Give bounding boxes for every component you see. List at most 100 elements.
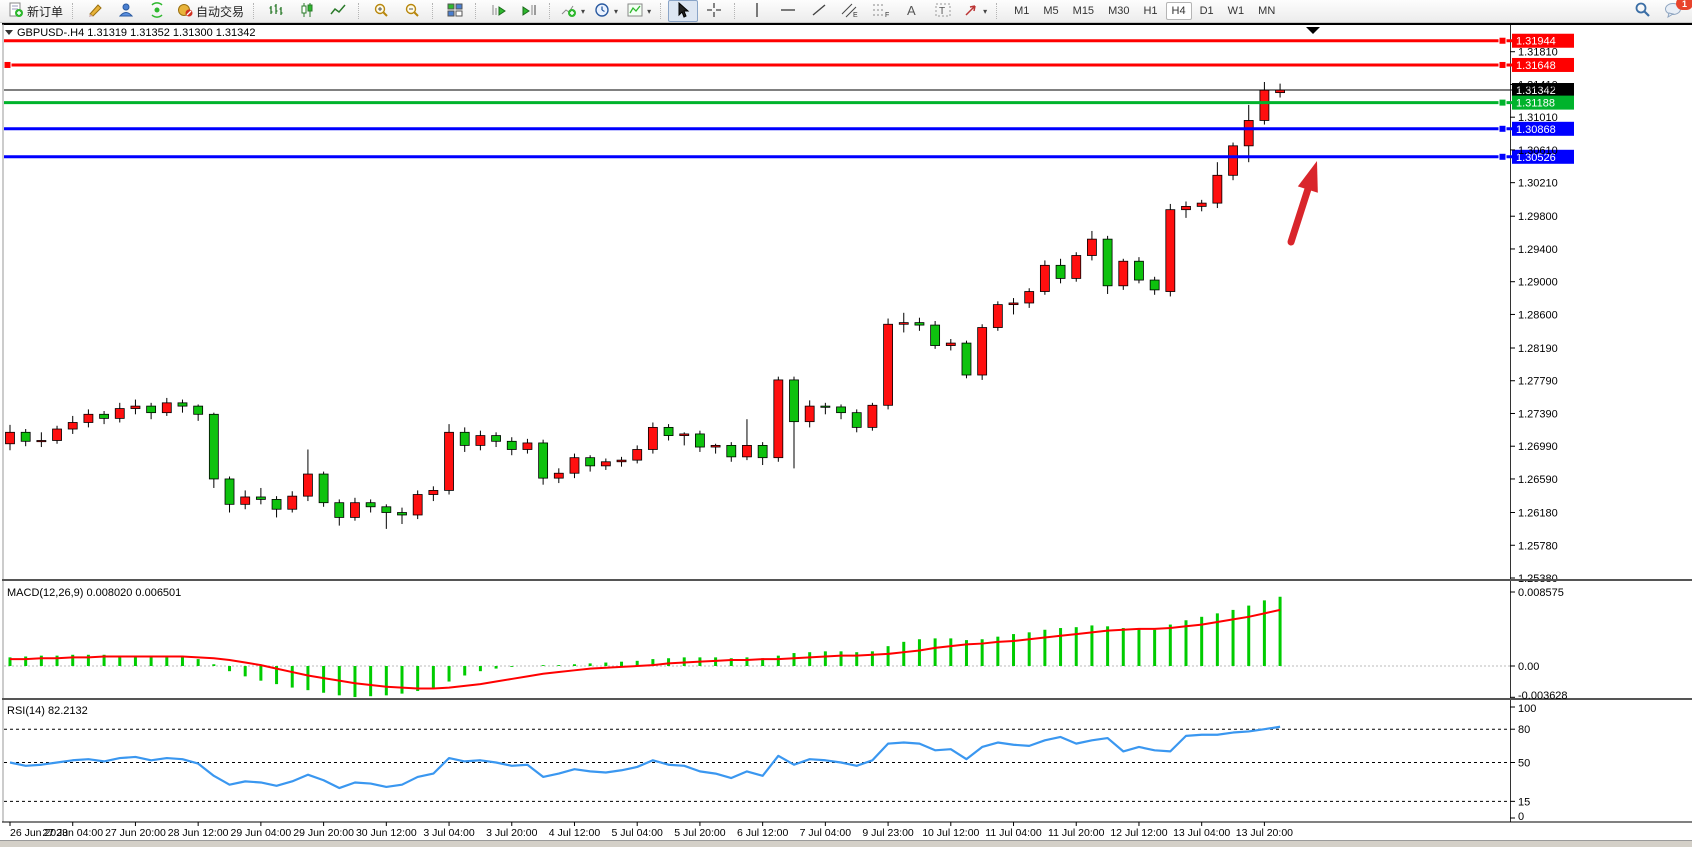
annotation-arrow-head[interactable] [1297,161,1318,193]
hline-1.30868[interactable]: 1.30868 [4,121,1574,136]
indicators-button[interactable]: ▾ [557,0,589,22]
horizontal-line-tool-button[interactable] [773,0,803,22]
candle [224,476,235,513]
candle [820,402,831,415]
text-tool-button[interactable]: A [897,0,927,22]
candle [20,429,31,447]
candle-body [647,426,658,450]
candle [695,430,705,452]
candle-body [475,435,486,446]
arrow-tool-icon [963,2,979,21]
candle-body [616,459,627,463]
timeframe-M15[interactable]: M15 [1072,5,1095,17]
zoom-out-button[interactable] [397,0,427,22]
candle-body [318,473,329,504]
candle [600,458,611,470]
symbol-dropdown-icon[interactable] [5,30,13,35]
candle-body [1165,209,1176,292]
annotation-arrow-shaft[interactable] [1287,180,1314,246]
toolbar-separator [549,3,552,19]
hline-price-tag-text: 1.31944 [1516,36,1556,48]
candle-body [208,413,219,480]
timeframe-W1[interactable]: W1 [1227,5,1245,17]
candle-body [1118,260,1129,287]
text-a-icon: A [905,2,919,21]
hline-left-handle[interactable] [3,60,12,69]
price-tick-label: 1.26590 [1518,474,1558,486]
candle [1102,235,1113,294]
candle [52,425,62,444]
candle [914,317,925,331]
trendline-icon [811,2,827,21]
candle-body [804,405,815,423]
quotes-button[interactable] [80,0,110,22]
svg-text:T: T [939,6,945,17]
zoom-in-button[interactable] [366,0,396,22]
hline-right-handle[interactable] [1498,124,1507,133]
bar-chart-button[interactable] [261,0,291,22]
candle [208,412,219,488]
candle [836,404,846,420]
line-chart-button[interactable] [323,0,353,22]
candle-body [820,405,831,408]
hline-right-handle[interactable] [1498,36,1507,45]
auto-scroll-button[interactable] [483,0,513,22]
time-tick-label: 28 Jun 12:00 [168,827,229,839]
hline-price-tag-text: 1.31342 [1516,85,1556,97]
vertical-line-tool-button[interactable] [742,0,772,22]
candle-body [914,322,925,326]
timeframe-D1[interactable]: D1 [1199,5,1214,17]
timeframe-H4[interactable]: H4 [1165,2,1192,20]
candle-body [287,495,298,510]
notifications-button[interactable]: 1 [1658,0,1692,22]
timeframe-MN[interactable]: MN [1258,5,1276,17]
channel-tool-button[interactable]: E [835,0,865,22]
new-order-button[interactable]: 新订单 [4,0,67,22]
toolbar-separator [734,3,737,19]
fibonacci-tool-button[interactable]: F [866,0,896,22]
timeframe-M30[interactable]: M30 [1108,5,1130,17]
candle-body [1149,279,1160,291]
hline-1.30526[interactable]: 1.30526 [4,149,1574,164]
autotrade-button[interactable]: 自动交易 [173,0,248,22]
candle-body [428,490,439,495]
candle [1039,260,1050,295]
candlestick-chart-button[interactable] [292,0,322,22]
signals-button[interactable] [142,0,172,22]
chart-shift-marker[interactable] [1306,27,1320,34]
chart-shift-button[interactable] [514,0,544,22]
tile-windows-button[interactable] [440,0,470,22]
hline-1.31188[interactable]: 1.31188 [4,95,1574,110]
crosshair-tool-button[interactable] [699,0,729,22]
arrows-tool-button[interactable]: ▾ [959,0,991,22]
hline-right-handle[interactable] [1498,60,1507,69]
candle-body [381,506,392,513]
price-tick-label: 1.31410 [1518,79,1558,91]
templates-button[interactable]: ▾ [623,0,655,22]
timeframe-M5[interactable]: M5 [1043,5,1059,17]
candle [193,404,204,421]
candle-body [5,431,15,445]
window-bottom-edge [0,840,1692,847]
candle [1165,203,1176,297]
cursor-tool-button[interactable] [668,0,699,22]
trendline-tool-button[interactable] [804,0,834,22]
timeframe-H1[interactable]: H1 [1143,5,1158,17]
hline-1.31648[interactable]: 1.31648 [3,57,1574,72]
rsi-tick-label: 100 [1518,703,1536,715]
profile-button[interactable] [111,0,141,22]
candle-body [1181,205,1191,211]
hline-right-handle[interactable] [1498,152,1507,161]
hline-1.31944[interactable]: 1.31944 [4,33,1574,48]
periods-button[interactable]: ▾ [590,0,622,22]
candle [287,491,298,513]
candle [350,497,360,521]
timeframe-M1[interactable]: M1 [1014,5,1030,17]
signal-icon [149,1,165,21]
hline-1.31342[interactable]: 1.31342 [4,83,1574,98]
candle-body [600,461,611,467]
hline-right-handle[interactable] [1498,98,1507,107]
search-button[interactable] [1627,0,1657,22]
text-label-tool-button[interactable]: T [928,0,958,22]
